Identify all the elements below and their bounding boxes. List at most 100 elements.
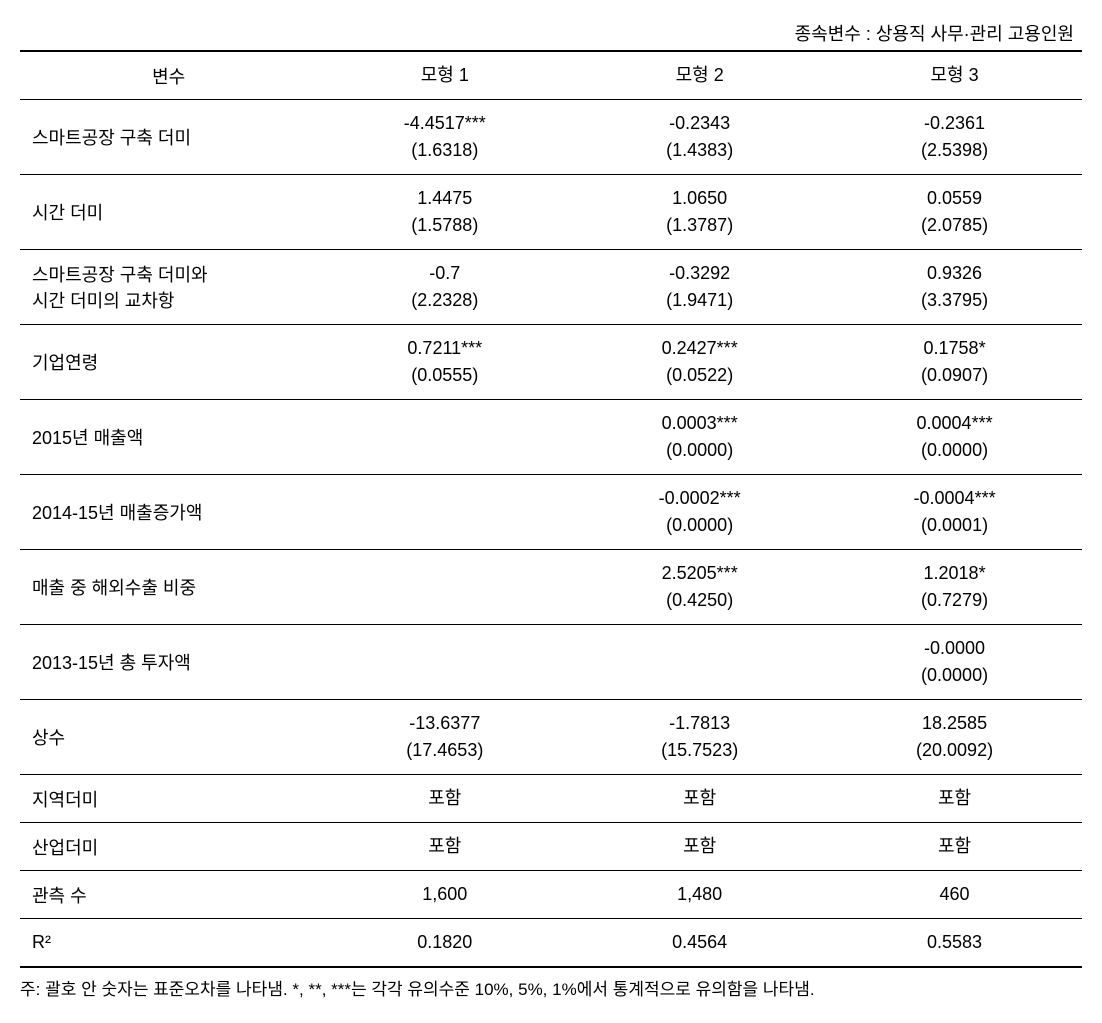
table-row: 산업더미포함포함포함 [20,823,1082,871]
standard-error: (1.4383) [584,137,815,164]
variable-label: 지역더미 [20,775,317,823]
variable-label: 관측 수 [20,871,317,919]
standard-error: (3.3795) [839,287,1070,314]
standard-error: (20.0092) [839,737,1070,764]
value-cell: 0.9326(3.3795) [827,250,1082,325]
standard-error: (1.3787) [584,212,815,239]
value-cell: 포함 [572,823,827,871]
standard-error: (0.0522) [584,362,815,389]
table-row: 2015년 매출액0.0003***(0.0000)0.0004***(0.00… [20,400,1082,475]
header-model-1: 모형 1 [317,51,572,100]
standard-error: (0.7279) [839,587,1070,614]
variable-label: 기업연령 [20,325,317,400]
value-cell: 2.5205***(0.4250) [572,550,827,625]
coefficient: -0.0002*** [584,485,815,512]
value-cell: 포함 [317,775,572,823]
coefficient: 0.2427*** [584,335,815,362]
header-model-3: 모형 3 [827,51,1082,100]
coefficient: 0.1758* [839,335,1070,362]
standard-error: (2.0785) [839,212,1070,239]
table-row: R²0.18200.45640.5583 [20,919,1082,968]
coefficient: -4.4517*** [329,110,560,137]
coefficient: -0.2343 [584,110,815,137]
coefficient: 0.7211*** [329,335,560,362]
value-cell: -0.3292(1.9471) [572,250,827,325]
value-cell: 0.4564 [572,919,827,968]
variable-label: 스마트공장 구축 더미와시간 더미의 교차항 [20,250,317,325]
standard-error: (0.0000) [584,437,815,464]
value-cell: 1.4475(1.5788) [317,175,572,250]
table-row: 스마트공장 구축 더미와시간 더미의 교차항-0.7(2.2328)-0.329… [20,250,1082,325]
value-cell: 0.1758*(0.0907) [827,325,1082,400]
coefficient: 1.2018* [839,560,1070,587]
table-row: 2014-15년 매출증가액-0.0002***(0.0000)-0.0004*… [20,475,1082,550]
standard-error: (2.5398) [839,137,1070,164]
coefficient: -0.3292 [584,260,815,287]
standard-error: (0.0001) [839,512,1070,539]
value-cell: -0.0002***(0.0000) [572,475,827,550]
header-variable: 변수 [20,51,317,100]
value-cell: 0.5583 [827,919,1082,968]
value-cell: 포함 [572,775,827,823]
standard-error: (1.6318) [329,137,560,164]
coefficient: 1.4475 [329,185,560,212]
variable-label: 산업더미 [20,823,317,871]
table-row: 상수-13.6377(17.4653)-1.7813(15.7523)18.25… [20,700,1082,775]
standard-error: (17.4653) [329,737,560,764]
value-cell: 460 [827,871,1082,919]
value-cell: -13.6377(17.4653) [317,700,572,775]
table-header-row: 변수 모형 1 모형 2 모형 3 [20,51,1082,100]
value-cell: 포함 [827,775,1082,823]
value-cell: -0.7(2.2328) [317,250,572,325]
standard-error: (1.9471) [584,287,815,314]
footnote-label: 주: [20,980,40,999]
variable-label: 2014-15년 매출증가액 [20,475,317,550]
value-cell: 1,480 [572,871,827,919]
coefficient: 0.9326 [839,260,1070,287]
value-cell: 포함 [317,823,572,871]
value-cell: 0.0003***(0.0000) [572,400,827,475]
standard-error: (0.0555) [329,362,560,389]
variable-label: 2015년 매출액 [20,400,317,475]
value-cell [317,400,572,475]
table-caption: 종속변수 : 상용직 사무·관리 고용인원 [20,20,1082,46]
value-cell: 0.0004***(0.0000) [827,400,1082,475]
header-model-2: 모형 2 [572,51,827,100]
value-cell: -0.2343(1.4383) [572,100,827,175]
value-cell: -4.4517***(1.6318) [317,100,572,175]
coefficient: 2.5205*** [584,560,815,587]
variable-label: R² [20,919,317,968]
standard-error: (0.0000) [584,512,815,539]
value-cell: -1.7813(15.7523) [572,700,827,775]
value-cell [572,625,827,700]
variable-label: 상수 [20,700,317,775]
value-cell [317,625,572,700]
table-row: 스마트공장 구축 더미-4.4517***(1.6318)-0.2343(1.4… [20,100,1082,175]
value-cell: 1,600 [317,871,572,919]
standard-error: (15.7523) [584,737,815,764]
coefficient: -13.6377 [329,710,560,737]
table-row: 매출 중 해외수출 비중2.5205***(0.4250)1.2018*(0.7… [20,550,1082,625]
variable-label: 시간 더미 [20,175,317,250]
standard-error: (0.0907) [839,362,1070,389]
variable-label: 2013-15년 총 투자액 [20,625,317,700]
value-cell: 포함 [827,823,1082,871]
standard-error: (0.0000) [839,437,1070,464]
table-row: 2013-15년 총 투자액 -0.0000(0.0000) [20,625,1082,700]
value-cell: -0.0000(0.0000) [827,625,1082,700]
coefficient: 0.0004*** [839,410,1070,437]
value-cell [317,550,572,625]
standard-error: (0.4250) [584,587,815,614]
value-cell: 0.1820 [317,919,572,968]
standard-error: (1.5788) [329,212,560,239]
coefficient: -0.7 [329,260,560,287]
table-row: 관측 수1,6001,480460 [20,871,1082,919]
table-container: 종속변수 : 상용직 사무·관리 고용인원 변수 모형 1 모형 2 모형 3 … [20,20,1082,1003]
coefficient: -0.2361 [839,110,1070,137]
value-cell: 0.0559(2.0785) [827,175,1082,250]
value-cell: 1.0650(1.3787) [572,175,827,250]
regression-table: 변수 모형 1 모형 2 모형 3 스마트공장 구축 더미-4.4517***(… [20,50,1082,968]
value-cell [317,475,572,550]
coefficient: -1.7813 [584,710,815,737]
value-cell: 0.7211***(0.0555) [317,325,572,400]
